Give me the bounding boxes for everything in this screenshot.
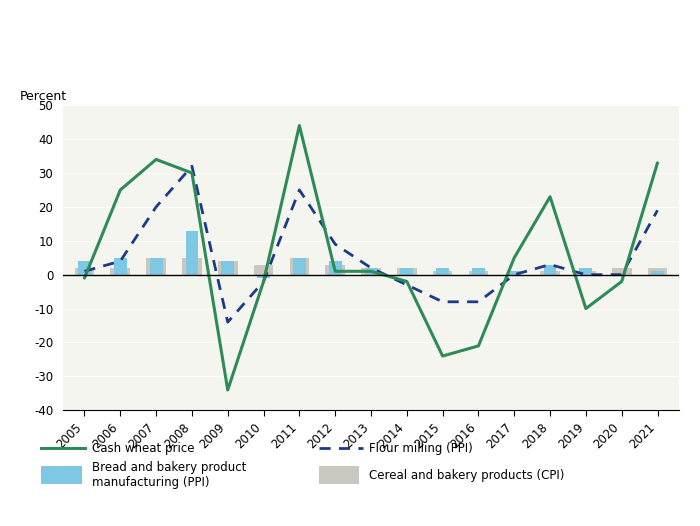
Bar [293, 258, 306, 275]
Bar [41, 466, 83, 484]
Bar [400, 268, 413, 275]
Text: Cash wheat price: Cash wheat price [92, 442, 194, 455]
Text: Economic Research Service: Economic Research Service [504, 18, 675, 29]
Bar [472, 268, 485, 275]
Bar [221, 261, 234, 275]
Bar [329, 261, 342, 275]
Text: USDA: USDA [406, 15, 463, 33]
Bar [468, 271, 489, 275]
Text: U.S. DEPARTMENT OF AGRICULTURE: U.S. DEPARTMENT OF AGRICULTURE [504, 43, 640, 52]
Text: Bread and bakery product
manufacturing (PPI): Bread and bakery product manufacturing (… [92, 461, 246, 489]
Bar [544, 265, 556, 275]
Bar [146, 258, 166, 275]
Bar [186, 230, 198, 275]
Bar [318, 466, 360, 484]
Bar [576, 271, 596, 275]
Bar [75, 268, 94, 275]
Bar [612, 268, 631, 275]
Bar [111, 268, 130, 275]
Bar [651, 271, 664, 275]
Bar [433, 271, 452, 275]
Bar [648, 268, 667, 275]
Bar [580, 268, 592, 275]
Bar [508, 271, 521, 275]
Text: Percent: Percent [20, 90, 67, 103]
Bar [397, 268, 416, 275]
Bar [436, 268, 449, 275]
Text: Cereal and bakery products (CPI): Cereal and bakery products (CPI) [369, 469, 564, 482]
Bar [326, 265, 345, 275]
Bar [257, 275, 270, 278]
Bar [365, 268, 377, 275]
Text: Flour milling (PPI): Flour milling (PPI) [369, 442, 473, 455]
Bar [78, 261, 91, 275]
Bar [218, 261, 237, 275]
Text: Annual price changes for wheat
and related products, 2005-21: Annual price changes for wheat and relat… [14, 25, 302, 60]
Bar [540, 271, 560, 275]
Bar [253, 265, 274, 275]
Bar [290, 258, 309, 275]
Bar [114, 258, 127, 275]
Bar [150, 258, 162, 275]
Bar [361, 268, 381, 275]
Bar [182, 258, 202, 275]
